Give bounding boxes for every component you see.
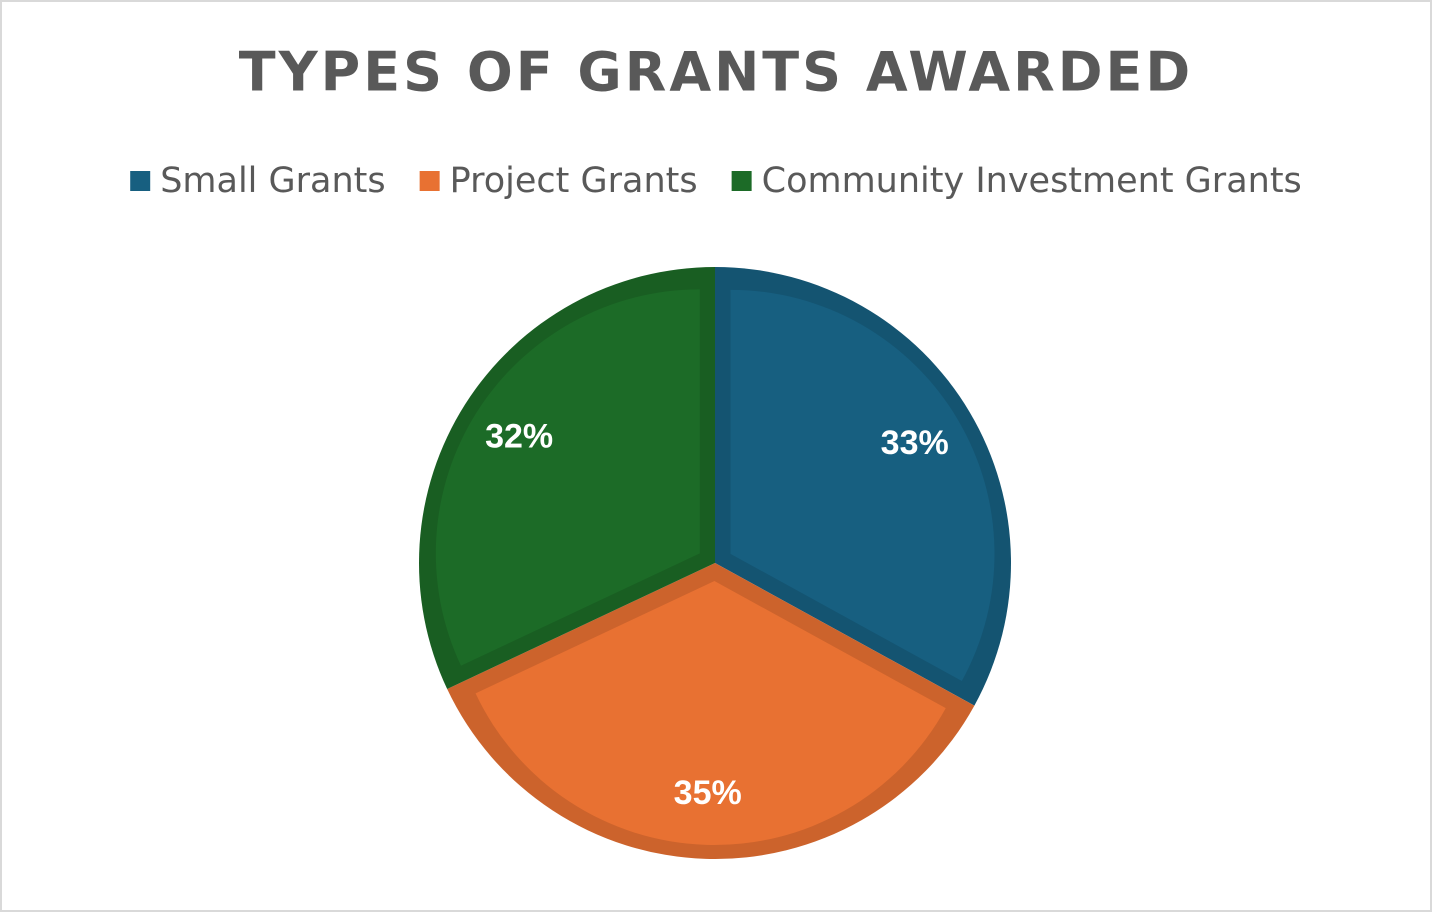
pie-slice-inner — [435, 289, 700, 666]
pie-slice-inner — [730, 289, 995, 682]
legend-swatch — [731, 171, 752, 191]
legend-swatch — [130, 171, 151, 191]
data-label: 35% — [674, 774, 742, 812]
chart-title: TYPES OF GRANTS AWARDED — [239, 41, 1194, 104]
data-label: 32% — [485, 418, 553, 456]
legend-label: Small Grants — [160, 161, 385, 201]
legend: Small Grants Project Grants Community Inve… — [130, 161, 1302, 201]
legend-label: Community Investment Grants — [762, 161, 1302, 201]
pie: 33% 35% 32% — [419, 267, 1011, 859]
legend-swatch — [419, 171, 440, 191]
data-label: 33% — [881, 424, 949, 462]
pie-slice-inner — [475, 580, 946, 845]
legend-label: Project Grants — [450, 161, 698, 201]
